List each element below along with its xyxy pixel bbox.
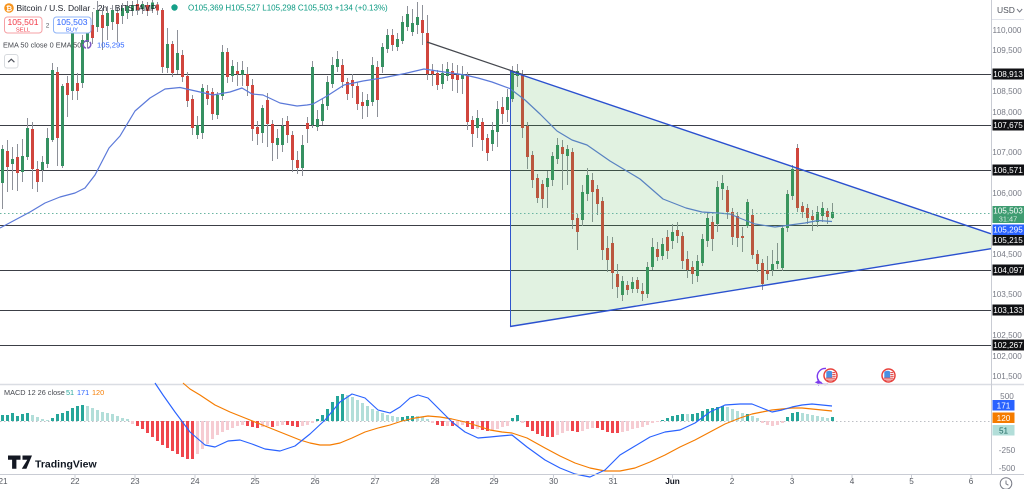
svg-text:3: 3: [790, 477, 795, 486]
svg-text:29: 29: [489, 477, 499, 486]
svg-text:26: 26: [310, 477, 320, 486]
svg-text:SELL: SELL: [16, 28, 31, 34]
svg-text:171: 171: [77, 388, 89, 397]
svg-text:102,267: 102,267: [993, 341, 1023, 350]
svg-text:23: 23: [130, 477, 140, 486]
svg-text:Bitcoin / U.S. Dollar · 2h · B: Bitcoin / U.S. Dollar · 2h · BITSTAMP: [17, 3, 157, 13]
svg-text:TradingView: TradingView: [35, 459, 97, 471]
svg-text:31:47: 31:47: [999, 215, 1018, 224]
svg-text:101,500: 101,500: [992, 372, 1022, 381]
svg-text:102,000: 102,000: [992, 352, 1022, 361]
svg-text:110,000: 110,000: [993, 26, 1022, 35]
svg-text:102,500: 102,500: [992, 331, 1022, 340]
svg-text:108,000: 108,000: [992, 108, 1022, 117]
svg-text:Jun: Jun: [665, 477, 680, 486]
svg-text:107,675: 107,675: [993, 121, 1023, 130]
svg-text:28: 28: [430, 477, 440, 486]
svg-text:171: 171: [997, 401, 1011, 410]
svg-text:105,295: 105,295: [97, 41, 124, 50]
svg-text:108,913: 108,913: [993, 70, 1023, 79]
svg-text:-500: -500: [999, 464, 1016, 473]
svg-text:30: 30: [549, 477, 559, 486]
svg-text:108,500: 108,500: [992, 87, 1022, 96]
svg-text:2: 2: [46, 23, 50, 30]
svg-text:51: 51: [999, 426, 1009, 435]
svg-text:120: 120: [92, 388, 104, 397]
svg-text:₿: ₿: [6, 4, 12, 13]
svg-text:106,571: 106,571: [993, 166, 1023, 175]
svg-text:4: 4: [850, 477, 855, 486]
svg-text:6: 6: [969, 477, 974, 486]
svg-text:31: 31: [608, 477, 618, 486]
svg-text:-250: -250: [999, 446, 1016, 455]
svg-text:MACD 12 26 close: MACD 12 26 close: [4, 388, 65, 397]
svg-text:105,503: 105,503: [56, 17, 87, 27]
svg-text:104,097: 104,097: [993, 266, 1023, 275]
svg-text:5: 5: [909, 477, 914, 486]
svg-text:2: 2: [730, 477, 735, 486]
svg-text:103,500: 103,500: [992, 290, 1022, 299]
svg-text:51: 51: [66, 388, 74, 397]
svg-text:103,133: 103,133: [993, 306, 1023, 315]
svg-text:106,000: 106,000: [992, 189, 1022, 198]
svg-text:105,295: 105,295: [993, 226, 1023, 235]
svg-text:120: 120: [997, 414, 1011, 423]
svg-text:107,000: 107,000: [992, 148, 1022, 157]
svg-text:USD: USD: [997, 5, 1015, 15]
svg-text:BUY: BUY: [66, 28, 78, 34]
svg-text:109,500: 109,500: [992, 46, 1022, 55]
svg-text:25: 25: [250, 477, 260, 486]
svg-text:EMA 50 close 0 EMA 50: EMA 50 close 0 EMA 50: [3, 41, 81, 50]
svg-text:500: 500: [1000, 392, 1014, 401]
svg-text:104,500: 104,500: [992, 250, 1022, 259]
svg-text:105,501: 105,501: [7, 17, 38, 27]
svg-text:24: 24: [190, 477, 200, 486]
svg-text:27: 27: [370, 477, 380, 486]
svg-text:105,215: 105,215: [993, 236, 1023, 245]
svg-text:O105,369 H105,527 L105,298 C10: O105,369 H105,527 L105,298 C105,503 +134…: [188, 4, 388, 13]
svg-text:22: 22: [70, 477, 80, 486]
svg-text:21: 21: [0, 477, 8, 486]
